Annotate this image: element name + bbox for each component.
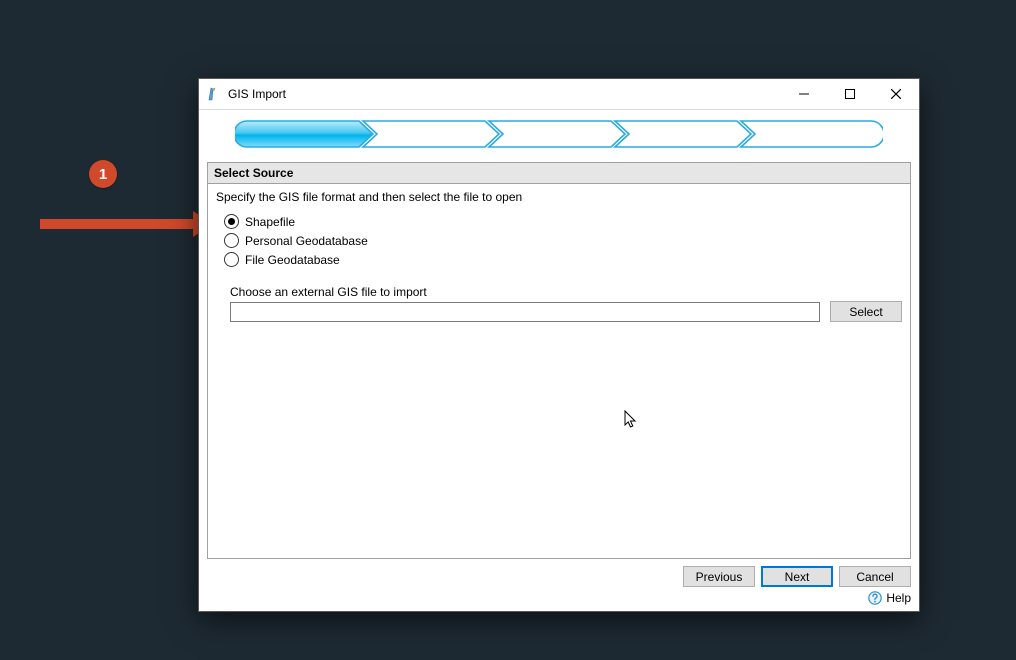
- cursor-icon: [624, 410, 638, 433]
- help-link[interactable]: Help: [886, 591, 911, 605]
- maximize-button[interactable]: [827, 79, 873, 109]
- next-button-label: Next: [785, 570, 810, 584]
- previous-button[interactable]: Previous: [683, 566, 755, 587]
- file-path-input[interactable]: [230, 302, 820, 322]
- file-row: Select: [230, 301, 902, 322]
- wizard-button-bar: Previous Next Cancel: [199, 559, 919, 587]
- help-row: Help: [199, 587, 919, 611]
- cancel-button-label: Cancel: [856, 570, 893, 584]
- section-title: Select Source: [214, 166, 293, 180]
- radio-shapefile[interactable]: Shapefile: [224, 214, 902, 229]
- radio-file-geodatabase[interactable]: File Geodatabase: [224, 252, 902, 267]
- instruction-text: Specify the GIS file format and then sel…: [216, 190, 902, 204]
- dialog-window: GIS Import: [198, 78, 920, 612]
- choose-file-label: Choose an external GIS file to import: [230, 285, 902, 299]
- radio-shapefile-label: Shapefile: [245, 215, 295, 229]
- minimize-button[interactable]: [781, 79, 827, 109]
- cancel-button[interactable]: Cancel: [839, 566, 911, 587]
- window-title: GIS Import: [228, 87, 781, 101]
- radio-personal-geodatabase-label: Personal Geodatabase: [245, 234, 368, 248]
- window-controls: [781, 79, 919, 109]
- annotation-badge-1: 1: [89, 160, 117, 188]
- select-file-button-label: Select: [849, 305, 882, 319]
- section-header: Select Source: [207, 162, 911, 184]
- annotation-badge-1-label: 1: [99, 166, 107, 183]
- radio-personal-geodatabase-indicator: [224, 233, 239, 248]
- radio-file-geodatabase-label: File Geodatabase: [245, 253, 340, 267]
- select-file-button[interactable]: Select: [830, 301, 902, 322]
- titlebar: GIS Import: [199, 79, 919, 110]
- annotation-arrow-1: [40, 219, 195, 229]
- next-button[interactable]: Next: [761, 566, 833, 587]
- section-body: Specify the GIS file format and then sel…: [207, 184, 911, 559]
- app-icon: [206, 86, 222, 102]
- help-icon[interactable]: [868, 591, 882, 605]
- radio-file-geodatabase-indicator: [224, 252, 239, 267]
- radio-personal-geodatabase[interactable]: Personal Geodatabase: [224, 233, 902, 248]
- radio-shapefile-indicator: [224, 214, 239, 229]
- previous-button-label: Previous: [696, 570, 743, 584]
- wizard-progress: [199, 110, 919, 162]
- close-button[interactable]: [873, 79, 919, 109]
